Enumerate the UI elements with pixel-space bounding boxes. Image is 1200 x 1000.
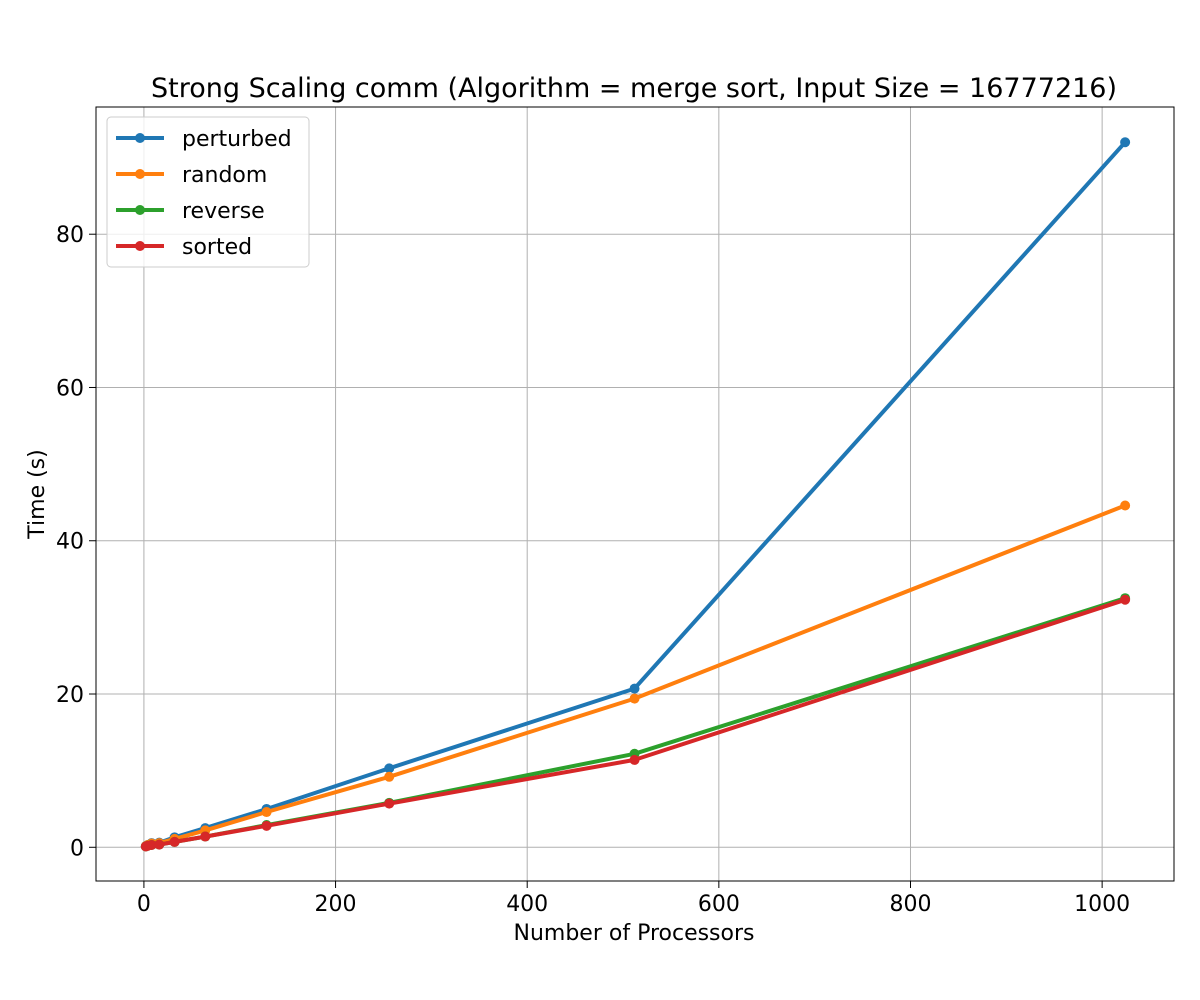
series-layer (140, 137, 1131, 852)
series-reverse (140, 593, 1131, 852)
y-axis-label: Time (s) (25, 449, 50, 539)
legend-item-perturbed: perturbed (116, 127, 292, 152)
x-axis-ticks: 0 200 400 600 800 1000 (137, 881, 1130, 917)
legend-marker (135, 205, 145, 215)
x-tick-label: 200 (315, 892, 357, 917)
data-point (261, 807, 272, 818)
x-axis-label: Number of Processors (514, 921, 755, 946)
y-tick-label: 0 (70, 836, 84, 861)
x-tick-label: 600 (698, 892, 740, 917)
y-tick-label: 20 (56, 683, 84, 708)
data-point (629, 683, 640, 694)
data-point (629, 754, 640, 765)
x-tick-label: 800 (889, 892, 931, 917)
x-tick-label: 1000 (1074, 892, 1130, 917)
legend-frame (106, 116, 310, 268)
y-axis-ticks: 0 20 40 60 80 (56, 223, 96, 861)
series-line-random (143, 503, 1128, 849)
data-point (629, 693, 640, 704)
data-point (384, 798, 395, 809)
series-random (140, 500, 1131, 852)
legend-label: reverse (182, 199, 265, 224)
data-point (169, 836, 180, 847)
legend-marker (135, 241, 145, 251)
data-point (1120, 500, 1131, 511)
legend-marker (135, 133, 145, 143)
legend-label: perturbed (182, 127, 292, 152)
series-line-reverse (143, 596, 1128, 849)
data-point (154, 839, 165, 850)
y-tick-label: 40 (56, 530, 84, 555)
legend-label: sorted (182, 235, 252, 260)
y-tick-label: 80 (56, 223, 84, 248)
legend-label: random (182, 163, 267, 188)
data-point (1120, 594, 1131, 605)
data-point (1120, 137, 1131, 148)
legend-item-random: random (116, 163, 267, 188)
legend-marker (135, 169, 145, 179)
x-tick-label: 400 (506, 892, 548, 917)
data-point (261, 820, 272, 831)
data-point (146, 839, 157, 850)
series-sorted (140, 594, 1131, 852)
data-point (384, 771, 395, 782)
y-tick-label: 60 (56, 376, 84, 401)
legend-item-sorted: sorted (116, 235, 252, 260)
plot-frame (95, 106, 1175, 882)
legend: perturbed random reverse sorted (106, 116, 310, 268)
chart-title: Strong Scaling comm (Algorithm = merge s… (151, 73, 1117, 104)
data-point (384, 763, 395, 774)
data-point (200, 831, 211, 842)
x-tick-label: 0 (137, 892, 151, 917)
legend-item-reverse: reverse (116, 199, 265, 224)
series-line-sorted (143, 597, 1128, 849)
